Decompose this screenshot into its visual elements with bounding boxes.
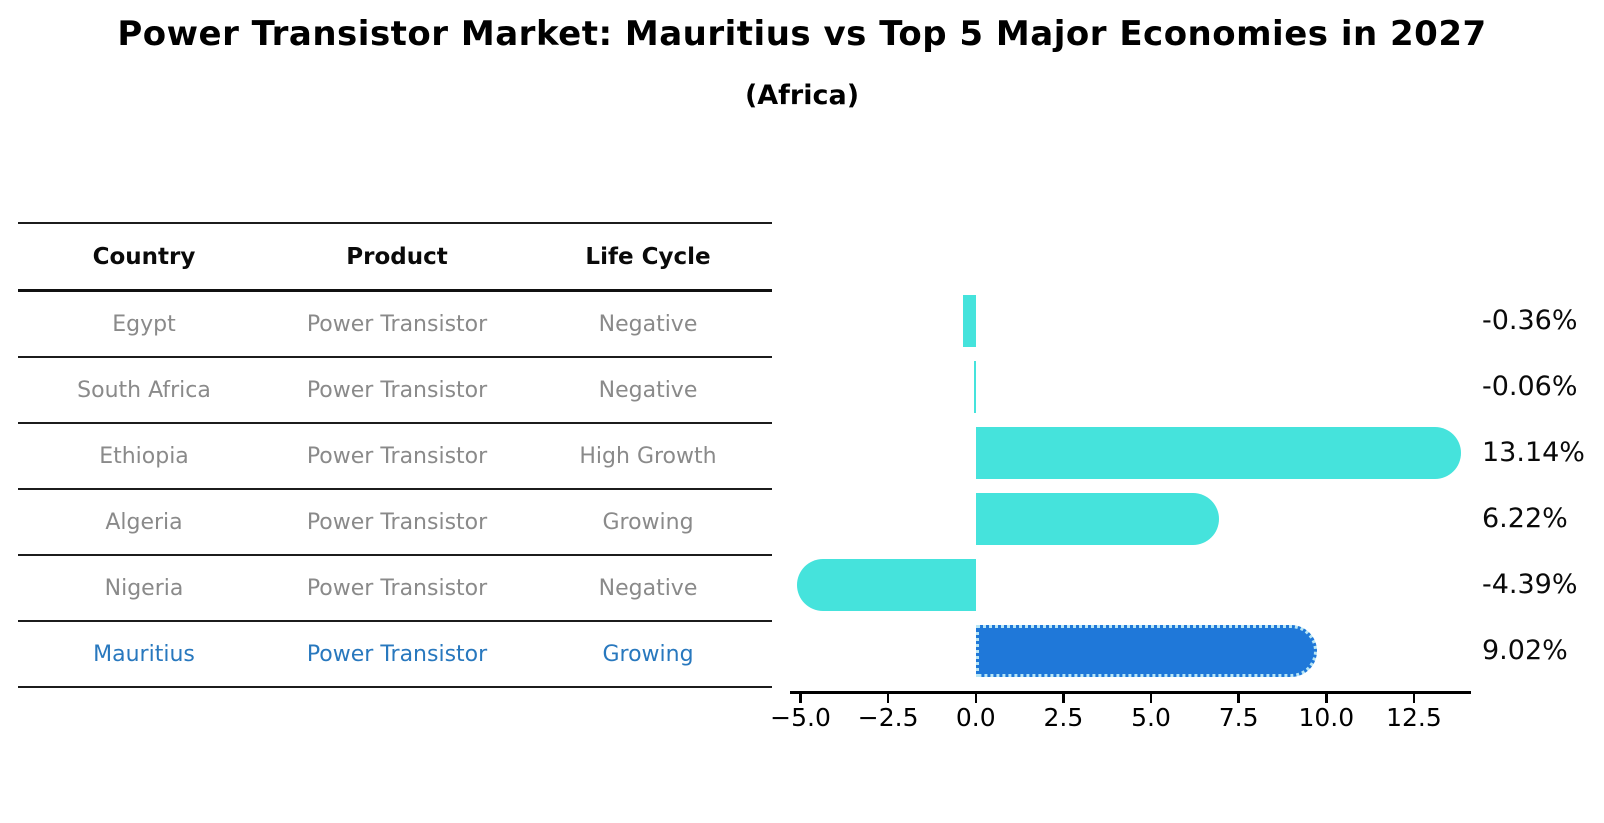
table-cell-country: Ethiopia xyxy=(99,443,189,469)
x-axis-tick-label: 0.0 xyxy=(955,703,996,732)
column-header-product: Product xyxy=(346,243,448,270)
table-cell-country: South Africa xyxy=(77,377,211,403)
table-cell-country: Algeria xyxy=(105,509,183,535)
column-header-life-cycle: Life Cycle xyxy=(585,243,711,270)
x-axis-tick-label: −5.0 xyxy=(770,703,831,732)
x-axis-tick xyxy=(1325,694,1328,703)
bar-ethiopia xyxy=(975,427,1462,479)
bar-nigeria xyxy=(796,559,976,611)
bar-value-label: 6.22% xyxy=(1482,503,1568,534)
table-header-row: Country Product Life Cycle xyxy=(18,224,772,292)
bar-egypt xyxy=(963,295,976,347)
page-subtitle: (Africa) xyxy=(744,80,860,111)
bar-value-label: 13.14% xyxy=(1482,437,1585,468)
x-axis-tick xyxy=(799,694,802,703)
x-axis-tick-label: 10.0 xyxy=(1298,703,1355,732)
table-cell-country: Mauritius xyxy=(93,641,195,667)
bar-mauritius xyxy=(975,625,1317,677)
x-axis-tick xyxy=(1237,694,1240,703)
bar-value-label: -0.36% xyxy=(1482,305,1578,336)
x-axis-tick-label: 12.5 xyxy=(1386,703,1442,732)
table-row: South Africa Power Transistor Negative xyxy=(18,358,772,424)
table-cell-product: Power Transistor xyxy=(306,575,488,601)
table-cell-country: Nigeria xyxy=(104,575,184,601)
table-row: Ethiopia Power Transistor High Growth xyxy=(18,424,772,490)
x-axis-line xyxy=(790,691,1471,694)
table-cell-life-cycle: Growing xyxy=(602,509,694,535)
x-axis-tick xyxy=(1149,694,1153,703)
x-axis-tick-label: 5.0 xyxy=(1131,703,1171,732)
table-cell-product: Power Transistor xyxy=(306,377,488,403)
table-cell-country: Egypt xyxy=(112,311,176,337)
table-cell-life-cycle: Negative xyxy=(598,311,698,337)
table-cell-life-cycle: Negative xyxy=(598,377,698,403)
table-row: Mauritius Power Transistor Growing xyxy=(18,622,772,686)
column-header-country: Country xyxy=(92,243,196,270)
bar-value-label: 9.02% xyxy=(1482,635,1568,666)
table-cell-life-cycle: Growing xyxy=(602,641,694,667)
bar-value-label: -0.06% xyxy=(1482,371,1578,402)
table-cell-life-cycle: High Growth xyxy=(579,443,717,469)
country-table: Country Product Life Cycle Egypt Power Tr… xyxy=(18,222,772,688)
bar-value-label: -4.39% xyxy=(1482,569,1578,600)
table-cell-product: Power Transistor xyxy=(306,509,488,535)
x-axis-tick xyxy=(974,694,978,703)
page-title: Power Transistor Market: Mauritius vs To… xyxy=(117,14,1487,54)
bar-south-africa xyxy=(973,361,976,413)
table-body: Egypt Power Transistor Negative South Afric… xyxy=(18,292,772,686)
table-cell-product: Power Transistor xyxy=(306,311,488,337)
x-axis-tick-label: 7.5 xyxy=(1218,703,1259,732)
x-axis-tick xyxy=(1062,694,1065,703)
table-row: Nigeria Power Transistor Negative xyxy=(18,556,772,622)
table-cell-life-cycle: Negative xyxy=(598,575,698,601)
x-axis-tick-label: −2.5 xyxy=(857,703,919,732)
x-axis-tick-label: 2.5 xyxy=(1043,703,1084,732)
table-cell-product: Power Transistor xyxy=(306,443,488,469)
table-row: Egypt Power Transistor Negative xyxy=(18,292,772,358)
bar-algeria xyxy=(975,493,1219,545)
table-row: Algeria Power Transistor Growing xyxy=(18,490,772,556)
x-axis-tick xyxy=(886,694,890,703)
x-axis-tick xyxy=(1412,694,1416,703)
table-cell-product: Power Transistor xyxy=(306,641,488,667)
